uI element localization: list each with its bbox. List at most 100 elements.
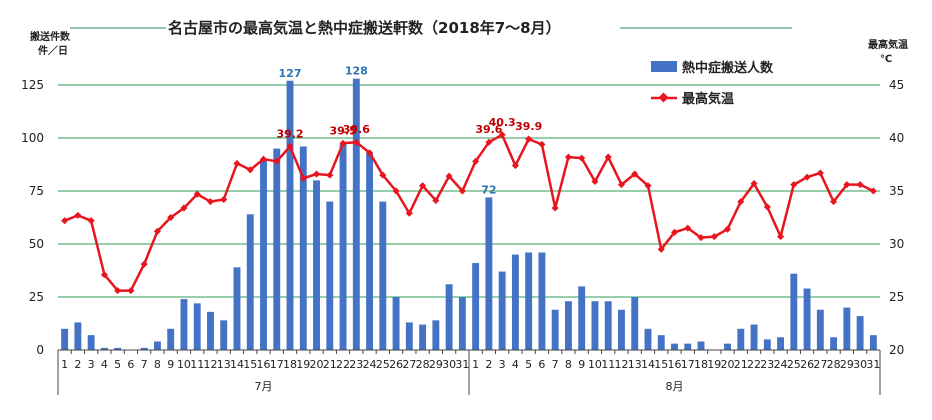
line-point xyxy=(286,142,294,151)
x-tick-label: 19 xyxy=(707,358,721,371)
month-label: 8月 xyxy=(666,380,684,393)
x-tick-label: 18 xyxy=(283,358,297,371)
bar xyxy=(167,328,175,350)
bar xyxy=(684,343,692,350)
x-tick-label: 6 xyxy=(538,358,545,371)
right-axis-title-line2: ℃ xyxy=(880,54,892,65)
bar xyxy=(193,303,201,350)
line-point xyxy=(670,228,679,236)
bar xyxy=(485,197,493,350)
bar xyxy=(724,343,731,350)
line-point xyxy=(392,187,400,195)
line-point xyxy=(498,131,506,139)
x-axis-frame xyxy=(57,349,881,395)
x-tick-label: 26 xyxy=(800,358,814,371)
bar xyxy=(604,301,612,350)
bar xyxy=(511,254,519,350)
line-point xyxy=(763,203,771,211)
bar xyxy=(339,144,347,350)
x-tick-label: 8 xyxy=(565,358,572,371)
x-tick-label: 23 xyxy=(760,358,774,371)
line-point xyxy=(273,157,281,165)
x-tick-label: 2 xyxy=(74,358,81,371)
x-tick-label: 12 xyxy=(614,358,628,371)
x-tick-label: 4 xyxy=(101,358,108,371)
line-point xyxy=(233,159,241,167)
x-tick-label: 27 xyxy=(813,358,827,371)
line-point xyxy=(419,182,427,190)
x-tick-label: 27 xyxy=(402,358,416,371)
bar xyxy=(220,320,228,350)
month-labels: 7月 8月 xyxy=(255,380,684,393)
bar xyxy=(61,328,69,350)
bar xyxy=(750,324,758,350)
line-point xyxy=(472,157,480,165)
x-tick-label: 28 xyxy=(827,358,841,371)
bar xyxy=(326,201,334,350)
line-point xyxy=(379,171,387,179)
x-tick-label: 9 xyxy=(578,358,585,371)
line-point xyxy=(816,169,824,177)
x-tick-label: 5 xyxy=(114,358,121,371)
x-tick-label: 16 xyxy=(257,358,271,371)
x-tick-label: 4 xyxy=(512,358,519,371)
bar xyxy=(472,263,480,350)
line-point xyxy=(326,171,334,179)
chart-title: 名古屋市の最高気温と熱中症搬送軒数（2018年7〜8月） xyxy=(168,19,561,37)
line-point xyxy=(631,170,639,178)
bar xyxy=(419,324,427,350)
line-point xyxy=(710,233,718,241)
x-tick-label: 17 xyxy=(270,358,284,371)
bar xyxy=(671,343,678,350)
line-point xyxy=(206,198,215,206)
legend-bar-label: 熱中症搬送人数 xyxy=(682,60,774,76)
left-tick-label: 125 xyxy=(21,78,44,92)
x-tick-label: 13 xyxy=(628,358,642,371)
bar xyxy=(352,78,360,350)
line-point xyxy=(538,140,546,148)
x-tick-label: 14 xyxy=(230,358,244,371)
gridlines xyxy=(58,84,880,298)
left-tick-label: 50 xyxy=(29,237,44,251)
x-tick-label: 21 xyxy=(323,358,337,371)
line-point xyxy=(259,155,268,163)
line-point xyxy=(246,166,254,174)
bar xyxy=(233,267,241,350)
line-point xyxy=(856,181,864,189)
legend-line-marker xyxy=(658,92,669,103)
line-point xyxy=(445,172,453,180)
line-point xyxy=(869,187,877,195)
month-label: 7月 xyxy=(255,380,273,393)
bar xyxy=(458,297,466,350)
line-data-label: 39.6 xyxy=(475,123,502,136)
bar xyxy=(87,335,95,350)
right-tick-label: 35 xyxy=(889,184,904,198)
x-tick-label: 15 xyxy=(654,358,668,371)
bar xyxy=(525,252,533,350)
line-point xyxy=(87,217,95,225)
line-point xyxy=(432,197,440,205)
x-tick-label: 22 xyxy=(336,358,350,371)
x-tick-label: 15 xyxy=(243,358,257,371)
line-point xyxy=(604,153,612,161)
bar-series xyxy=(61,78,877,350)
line-point xyxy=(193,190,201,198)
bar xyxy=(286,80,294,350)
x-tick-label: 22 xyxy=(747,358,761,371)
x-tick-label: 29 xyxy=(840,358,854,371)
bar xyxy=(273,148,281,350)
x-tick-label: 20 xyxy=(721,358,735,371)
x-tick-label: 1 xyxy=(472,358,479,371)
x-tick-label: 26 xyxy=(389,358,403,371)
bar xyxy=(140,347,148,350)
x-tick-label: 23 xyxy=(349,358,363,371)
x-tick-label: 24 xyxy=(363,358,377,371)
bar xyxy=(153,341,161,350)
bar xyxy=(299,146,307,350)
line-point xyxy=(525,135,533,143)
bar xyxy=(207,311,214,350)
line-point xyxy=(830,198,838,206)
x-tick-label: 25 xyxy=(376,358,390,371)
